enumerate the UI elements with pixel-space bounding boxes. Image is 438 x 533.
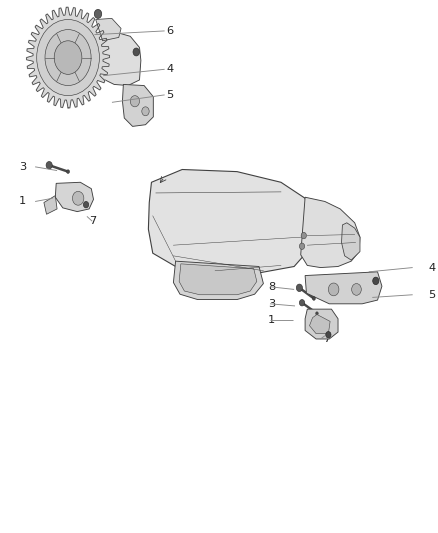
Circle shape <box>46 161 52 169</box>
Circle shape <box>325 332 330 338</box>
Circle shape <box>66 169 69 173</box>
Circle shape <box>315 312 318 315</box>
Polygon shape <box>341 223 359 260</box>
Polygon shape <box>304 272 381 304</box>
Polygon shape <box>99 33 141 85</box>
Circle shape <box>54 41 81 74</box>
Polygon shape <box>304 309 337 339</box>
Circle shape <box>351 284 360 295</box>
Polygon shape <box>95 19 121 41</box>
Circle shape <box>141 107 149 116</box>
Circle shape <box>372 277 378 285</box>
Circle shape <box>72 191 84 205</box>
Circle shape <box>299 243 304 249</box>
Polygon shape <box>179 264 256 295</box>
Text: 4: 4 <box>427 263 434 272</box>
Circle shape <box>300 232 306 239</box>
Text: 5: 5 <box>427 290 434 300</box>
Circle shape <box>45 29 91 85</box>
Polygon shape <box>173 261 263 300</box>
Text: 5: 5 <box>166 90 173 100</box>
Circle shape <box>83 201 88 208</box>
Text: 7: 7 <box>89 216 96 226</box>
Polygon shape <box>300 197 359 268</box>
Text: 1: 1 <box>267 315 275 325</box>
Text: 4: 4 <box>166 64 173 74</box>
Polygon shape <box>55 182 93 212</box>
Text: 8: 8 <box>267 282 275 292</box>
Text: 1: 1 <box>19 197 26 206</box>
Circle shape <box>296 284 302 292</box>
Text: 3: 3 <box>267 299 275 309</box>
Text: 6: 6 <box>166 26 173 36</box>
Polygon shape <box>122 84 153 126</box>
Text: 7: 7 <box>322 334 329 344</box>
Text: 3: 3 <box>19 162 26 172</box>
Circle shape <box>299 300 304 306</box>
Circle shape <box>94 10 102 19</box>
Polygon shape <box>44 196 57 214</box>
Polygon shape <box>148 169 311 273</box>
Circle shape <box>328 283 338 296</box>
Polygon shape <box>309 314 329 334</box>
Circle shape <box>37 20 99 95</box>
Circle shape <box>312 296 314 301</box>
Circle shape <box>133 48 139 56</box>
Circle shape <box>130 95 139 107</box>
Polygon shape <box>26 7 110 108</box>
